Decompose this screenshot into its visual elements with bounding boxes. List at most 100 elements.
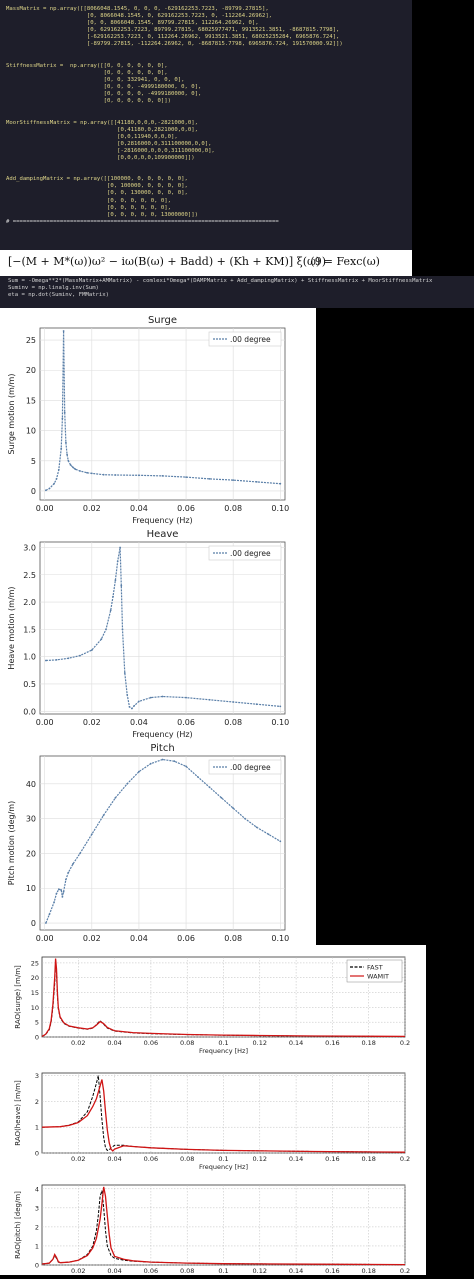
series-line-wamit	[41, 958, 406, 1038]
data-point	[279, 482, 282, 485]
y-tick-label: 20	[26, 849, 36, 858]
y-axis-label: Heave motion (m/m)	[7, 586, 16, 669]
fast-chart-1: 0.02 0.04 0.06 0.08 0.1 0.12 0.14 0.16 0.18 0.2 0 5…	[14, 956, 410, 1055]
y-tick-label: 0	[35, 1150, 39, 1158]
data-point	[100, 638, 103, 641]
x-tick-label: 0.04	[130, 934, 148, 943]
data-point	[67, 657, 70, 660]
code-line: [0, 0, 0, 0, 0, 13000000]])	[6, 211, 198, 218]
x-axis-label: Frequency [Hz]	[199, 1047, 248, 1055]
x-tick-label: 0.12	[253, 1039, 267, 1047]
chart-heave: 0.00 0.02 0.04 0.06 0.08 0.10 0.0 0.5 1.0 1.5 2.0 2…	[7, 529, 289, 739]
x-tick-label: 0.02	[83, 934, 101, 943]
code-line: [0, 100000, 0, 0, 0, 0],	[6, 183, 188, 190]
code-line: [0, 0, 8066048.1545, 89799.27815, 112264…	[6, 20, 259, 27]
x-tick-label: 0.08	[224, 934, 242, 943]
data-point	[114, 579, 117, 582]
data-point	[126, 694, 129, 696]
x-tick-label: 0.1	[218, 1155, 228, 1163]
x-tick-label: 0.08	[224, 504, 242, 513]
x-tick-label: 0.1	[218, 1039, 228, 1047]
data-point	[102, 473, 105, 476]
code-line: [-2816000,0,0,0,311100000,0],	[6, 147, 215, 154]
chart-title: Heave	[147, 529, 179, 540]
data-point	[53, 482, 55, 485]
data-point	[208, 698, 211, 701]
data-point	[120, 584, 123, 587]
y-tick-label: 30	[26, 815, 36, 824]
x-tick-label: 0.02	[83, 718, 101, 727]
legend-label: WAMIT	[367, 973, 389, 981]
x-tick-label: 0.04	[107, 1267, 121, 1275]
matrix-code: MassMatrix = np.array([[8066048.1545, 0,…	[0, 0, 412, 232]
data-point	[67, 871, 70, 874]
data-point	[119, 546, 121, 549]
y-tick-label: 1	[35, 1242, 39, 1250]
data-point	[133, 704, 136, 707]
legend-label: .00 degree	[230, 335, 271, 344]
data-point	[90, 649, 93, 651]
y-tick-label: 20	[26, 366, 36, 375]
y-tick-label: 1	[35, 1124, 39, 1132]
y-axis-label: RAO(surge) [m/m]	[14, 965, 22, 1029]
x-tick-label: 0.08	[180, 1267, 194, 1275]
x-tick-label: 0.16	[325, 1039, 339, 1047]
legend-box	[208, 545, 282, 561]
data-point	[105, 628, 107, 631]
x-tick-label: 0.10	[271, 504, 289, 513]
plot-area	[39, 541, 286, 715]
x-tick-label: 0.14	[289, 1039, 303, 1047]
x-axis-label: Frequency (Hz)	[132, 730, 192, 739]
data-point	[114, 796, 117, 799]
data-point	[267, 833, 270, 836]
x-tick-label: 0.10	[271, 934, 289, 943]
series-line-wamit	[41, 1079, 406, 1153]
chart-title: Pitch	[150, 743, 174, 754]
data-point	[138, 700, 140, 703]
data-point	[79, 852, 81, 855]
x-tick-label: 0.2	[400, 1039, 410, 1047]
data-point	[208, 786, 211, 789]
y-axis-label: Surge motion (m/m)	[7, 374, 16, 455]
code-line: [0,2816000,0,311100000,0,0],	[6, 140, 212, 147]
data-point	[79, 470, 81, 472]
data-point	[208, 478, 211, 480]
python-figure: 0.00 0.02 0.04 0.06 0.08 0.10 0 5 10 15 20 25 Surge F…	[0, 308, 316, 955]
y-tick-label: 0	[31, 919, 36, 928]
data-point	[57, 468, 60, 471]
data-point	[232, 701, 235, 703]
code-cell-solve: Sum = -Omega**2*(MassMatrix+AMMatrix) - …	[0, 276, 474, 308]
data-point	[279, 705, 282, 708]
x-tick-label: 0.00	[36, 504, 54, 513]
x-tick-label: 0.14	[289, 1155, 303, 1163]
data-point	[72, 863, 74, 865]
code-line: [0, 8066048.1545, 0, 629162253.7223, 0, …	[6, 13, 273, 20]
data-point	[279, 840, 282, 843]
equation-number: (9)	[310, 255, 326, 268]
chart-title: Surge	[148, 315, 177, 326]
data-point	[79, 654, 81, 657]
data-point	[55, 892, 58, 895]
x-tick-label: 0.18	[361, 1155, 375, 1163]
code-line: Sum = -Omega**2*(MassMatrix+AMMatrix) - …	[8, 278, 433, 284]
x-tick-label: 0.1	[218, 1267, 228, 1275]
legend-box	[208, 759, 282, 775]
x-tick-label: 0.16	[325, 1155, 339, 1163]
series-line-wamit	[41, 1186, 406, 1266]
y-tick-label: 10	[31, 1004, 39, 1012]
data-point	[63, 411, 66, 414]
fast-chart-2: 0.02 0.04 0.06 0.08 0.1 0.12 0.14 0.16 0.18 0.2 0 1…	[14, 1072, 410, 1171]
code-line: [0,0,0,0,0,109900000]])	[6, 154, 195, 161]
y-tick-label: 4	[35, 1185, 39, 1193]
data-point	[45, 922, 47, 924]
chart-surge: 0.00 0.02 0.04 0.06 0.08 0.10 0 5 10 15 20 25 Surge F…	[7, 315, 289, 525]
x-tick-label: 0.02	[71, 1267, 85, 1275]
data-point	[232, 807, 235, 810]
data-point	[86, 471, 88, 474]
data-point	[255, 826, 258, 829]
data-point	[60, 889, 63, 891]
data-point	[57, 888, 60, 891]
data-point	[53, 901, 55, 904]
data-point	[149, 762, 152, 765]
data-point	[161, 475, 164, 477]
